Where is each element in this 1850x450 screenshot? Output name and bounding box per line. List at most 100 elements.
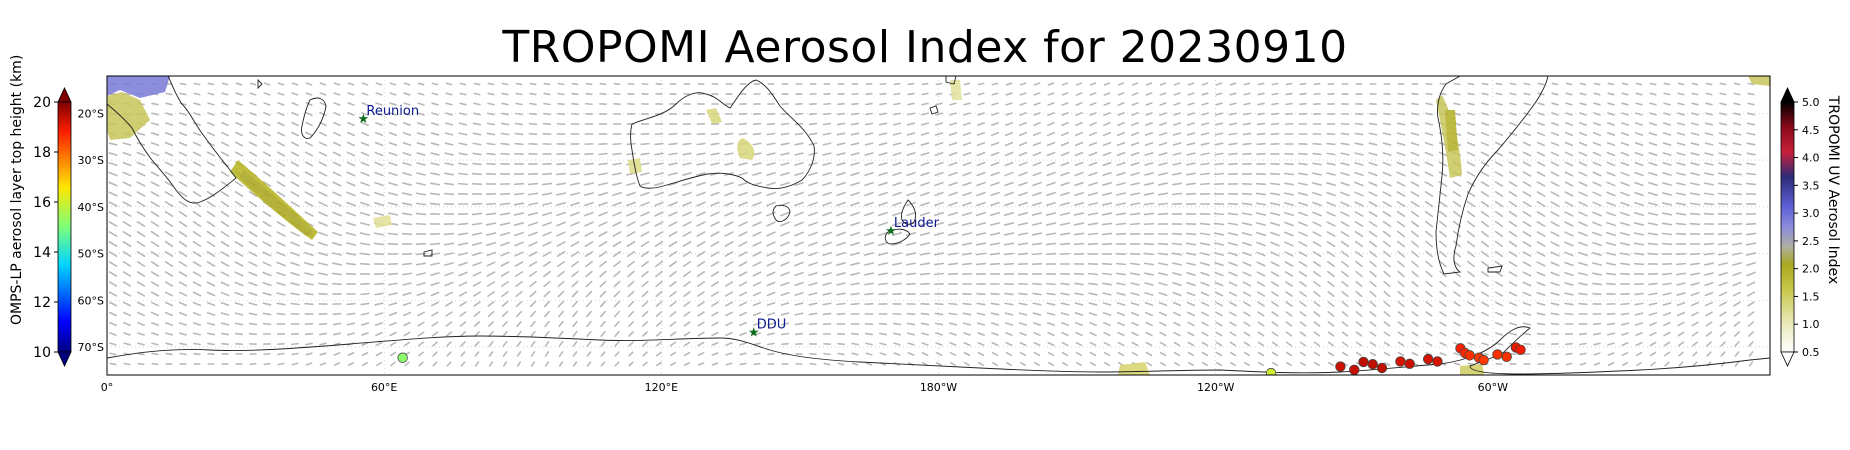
wind-arrow	[1396, 191, 1406, 197]
wind-arrow	[318, 282, 328, 286]
wind-arrow	[989, 222, 1001, 226]
wind-arrow	[1256, 291, 1266, 297]
wind-arrow	[990, 151, 1000, 157]
wind-arrow	[1018, 171, 1028, 177]
wind-arrow	[346, 131, 356, 137]
wind-arrow	[416, 142, 426, 146]
wind-arrow	[136, 211, 146, 217]
wind-arrow	[1271, 351, 1279, 357]
wind-arrow	[471, 232, 483, 236]
wind-arrow	[136, 291, 146, 297]
wind-arrow	[1424, 132, 1434, 136]
wind-arrow	[444, 152, 454, 156]
wind-arrow	[1536, 281, 1546, 287]
wind-arrow	[1494, 191, 1504, 197]
wind-arrow	[1103, 331, 1111, 337]
wind-arrow	[724, 291, 734, 297]
wind-arrow	[1396, 230, 1406, 238]
wind-arrow	[1228, 271, 1238, 277]
wind-arrow	[1536, 201, 1546, 207]
wind-arrow	[1018, 141, 1028, 147]
wind-arrow	[1089, 341, 1097, 347]
wind-arrow	[1032, 292, 1042, 296]
wind-arrow	[1578, 151, 1588, 157]
wind-arrow	[1579, 342, 1587, 346]
wind-arrow	[1102, 292, 1112, 296]
wind-arrow	[864, 181, 874, 187]
wind-arrow	[977, 332, 985, 336]
wind-arrow	[1593, 102, 1601, 106]
wind-arrow	[794, 142, 804, 146]
wind-arrow	[403, 341, 411, 347]
wind-arrow	[1661, 202, 1673, 206]
wind-arrow	[249, 131, 257, 137]
wind-arrow	[277, 121, 285, 127]
wind-arrow	[331, 252, 343, 256]
wind-arrow	[1199, 222, 1211, 226]
wind-arrow	[724, 211, 734, 217]
wind-arrow	[347, 332, 355, 336]
wind-arrow	[864, 332, 874, 336]
wind-arrow	[1383, 362, 1391, 366]
wind-arrow	[766, 122, 776, 126]
wind-arrow	[1648, 312, 1658, 316]
wind-arrow	[1705, 331, 1713, 337]
wind-arrow	[262, 211, 272, 217]
wind-arrow	[808, 271, 818, 277]
wind-arrow	[962, 171, 972, 177]
wind-arrow	[429, 192, 441, 196]
wind-arrow	[1004, 191, 1014, 197]
wind-arrow	[612, 172, 622, 176]
wind-arrow	[571, 270, 579, 278]
wind-arrow	[516, 320, 522, 328]
wind-arrow	[444, 132, 454, 136]
wind-arrow	[1200, 262, 1210, 266]
wind-arrow	[1550, 241, 1560, 247]
wind-arrow	[1129, 222, 1141, 226]
wind-arrow	[864, 142, 874, 146]
wind-arrow	[780, 302, 790, 306]
wind-arrow	[794, 172, 804, 176]
wind-arrow	[474, 331, 480, 337]
wind-arrow	[1031, 252, 1043, 256]
wind-arrow	[642, 331, 648, 337]
wind-arrow	[557, 92, 565, 96]
wind-arrow	[822, 162, 832, 166]
wind-arrow	[948, 161, 958, 167]
wind-arrow	[1340, 231, 1350, 237]
wind-arrow	[234, 220, 244, 228]
wind-arrow	[1579, 82, 1587, 86]
wind-arrow	[360, 211, 370, 217]
wind-arrow	[1677, 82, 1685, 86]
wind-arrow	[1467, 250, 1475, 258]
wind-arrow	[1439, 301, 1447, 307]
wind-arrow	[696, 172, 706, 176]
wind-arrow	[1509, 352, 1517, 356]
wind-arrow	[1537, 112, 1545, 116]
wind-arrow	[136, 171, 146, 177]
wind-arrow	[1522, 131, 1532, 137]
wind-arrow	[1592, 131, 1602, 137]
wind-arrow	[1101, 202, 1113, 206]
wind-arrow	[752, 301, 762, 307]
wind-arrow	[332, 141, 342, 147]
wind-arrow	[1508, 131, 1518, 137]
wind-arrow	[1020, 361, 1026, 367]
wind-arrow	[1087, 222, 1099, 226]
wind-arrow	[1200, 271, 1210, 277]
wind-arrow	[347, 352, 355, 356]
wind-arrow	[1635, 82, 1643, 86]
wind-arrow	[443, 242, 455, 246]
wind-arrow	[738, 271, 748, 277]
wind-arrow	[752, 132, 762, 136]
wind-arrow	[207, 82, 215, 86]
wind-arrow	[1551, 82, 1559, 86]
wind-arrow	[584, 211, 594, 217]
wind-arrow	[1229, 102, 1237, 106]
wind-arrow	[164, 322, 174, 326]
wind-arrow	[1032, 191, 1042, 197]
wind-arrow	[220, 291, 230, 297]
wind-arrow	[193, 342, 201, 346]
wind-arrow	[1074, 131, 1084, 137]
wind-arrow	[1523, 122, 1531, 126]
